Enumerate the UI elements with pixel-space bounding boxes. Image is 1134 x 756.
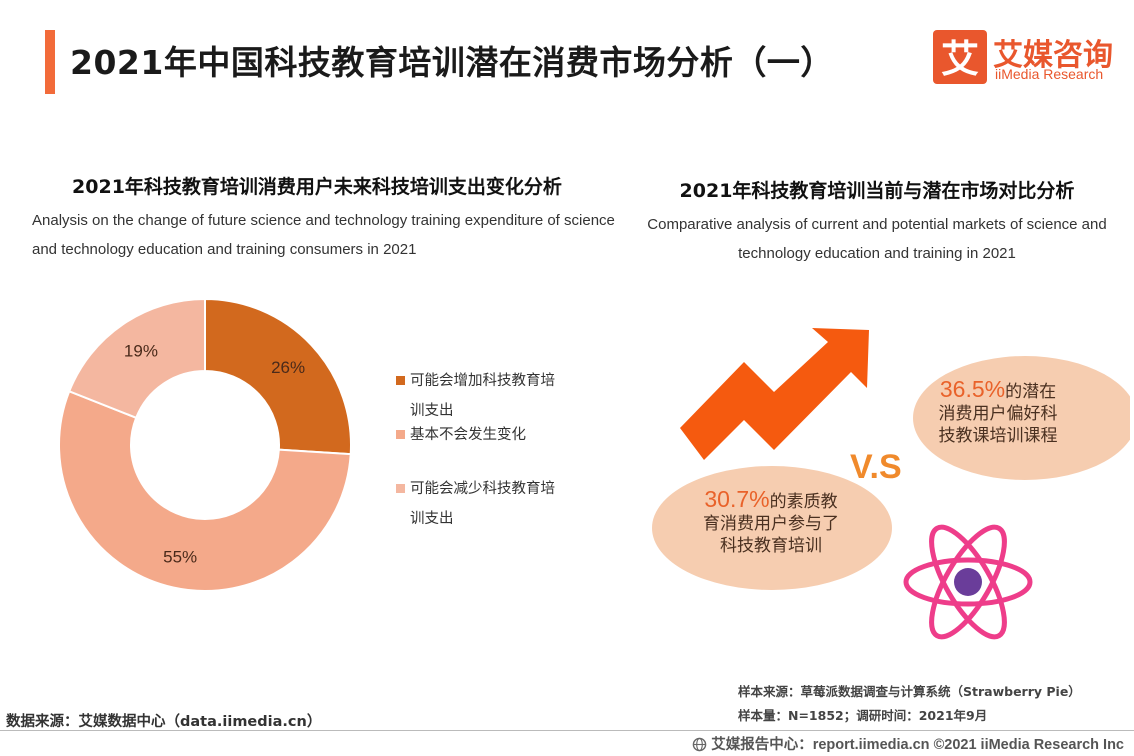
legend-item-3: 可能会减少科技教育培训支出 bbox=[396, 474, 566, 534]
legend-item-1: 可能会增加科技教育培训支出 bbox=[396, 366, 566, 426]
legend-swatch-1 bbox=[396, 376, 405, 385]
sample-size: 样本量：N=1852；调研时间：2021年9月 bbox=[738, 708, 988, 723]
legend-label-2: 基本不会发生变化 bbox=[410, 427, 526, 443]
current-market-text: 30.7%的素质教 育消费用户参与了 科技教育培训 bbox=[703, 486, 839, 557]
atom-icon bbox=[903, 524, 1033, 640]
donut-slice-2 bbox=[58, 389, 352, 592]
potential-bubble bbox=[913, 356, 1130, 480]
donut-slice-1 bbox=[204, 297, 352, 456]
report-center-text: 艾媒报告中心：report.iimedia.cn ©2021 iiMedia R… bbox=[711, 737, 1124, 753]
legend-swatch-2 bbox=[396, 430, 405, 439]
potential-pct: 36.5% bbox=[939, 376, 1006, 402]
right-panel-subtitle: Comparative analysis of current and pote… bbox=[647, 216, 1107, 262]
trend-arrow-icon bbox=[680, 328, 869, 460]
donut-chart: 26% 55% 19% bbox=[58, 297, 352, 592]
logo-glyph: 艾 bbox=[941, 37, 979, 81]
comparison-illustration bbox=[652, 328, 1130, 640]
potential-market-text: 36.5%的潜在 消费用户偏好科 技教课培训课程 bbox=[938, 376, 1058, 447]
donut-label-3: 19% bbox=[124, 342, 158, 361]
page-title: 2021年中国科技教育培训潜在消费市场分析（一） bbox=[70, 43, 834, 82]
footer-divider bbox=[0, 730, 1134, 731]
report-center-footer: 艾媒报告中心：report.iimedia.cn ©2021 iiMedia R… bbox=[692, 733, 1124, 754]
logo-name-en: iiMedia Research bbox=[995, 66, 1104, 82]
title-accent-bar bbox=[45, 30, 55, 94]
current-pct: 30.7% bbox=[704, 486, 770, 512]
donut-label-2: 55% bbox=[163, 547, 197, 566]
sample-source: 样本来源：草莓派数据调查与计算系统（Strawberry Pie） bbox=[738, 684, 1081, 699]
legend-label-1: 可能会增加科技教育培训支出 bbox=[410, 373, 555, 419]
logo-mark-icon: 艾 bbox=[933, 30, 987, 84]
atom-nucleus bbox=[954, 568, 982, 596]
logo-name-cn: 艾媒咨询 bbox=[993, 38, 1113, 73]
brand-logo: 艾 艾媒咨询 iiMedia Research bbox=[933, 30, 1113, 88]
donut-slice-3 bbox=[67, 297, 206, 420]
current-bubble bbox=[652, 466, 892, 590]
vs-label: V.S bbox=[850, 448, 902, 486]
left-chart-title: 2021年科技教育培训消费用户未来科技培训支出变化分析 bbox=[72, 176, 562, 198]
legend-label-3: 可能会减少科技教育培训支出 bbox=[410, 481, 555, 527]
donut-label-1: 26% bbox=[271, 358, 305, 377]
data-source: 数据来源：艾媒数据中心（data.iimedia.cn） bbox=[6, 714, 322, 730]
right-panel-title: 2021年科技教育培训当前与潜在市场对比分析 bbox=[679, 180, 1075, 202]
left-chart-subtitle: Analysis on the change of future science… bbox=[32, 212, 615, 258]
legend-swatch-3 bbox=[396, 484, 405, 493]
legend-item-2: 基本不会发生变化 bbox=[396, 420, 566, 450]
globe-icon bbox=[692, 737, 707, 752]
